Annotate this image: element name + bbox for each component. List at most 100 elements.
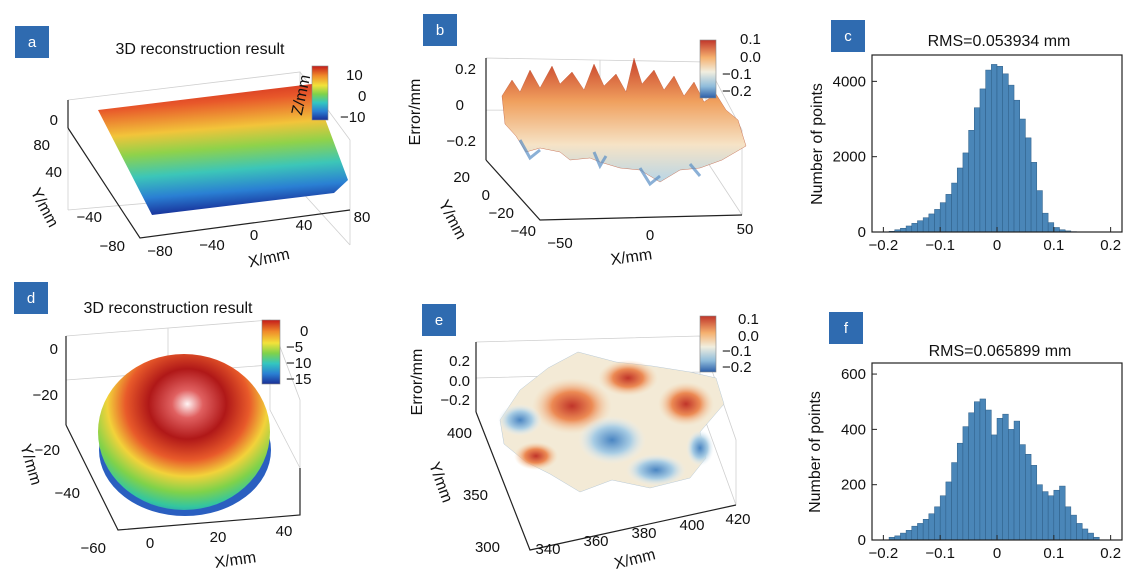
panel-c-histogram-bar [962,152,969,233]
panel-e-letter: e [435,312,443,329]
panel-c-histogram-bar [928,213,935,233]
panel-c-x-tick-label: −0.2 [869,237,899,254]
panel-c-histogram-bar [939,202,947,233]
panel-a: a 3D reconstruction result 0 80 40 −40 −… [15,26,370,271]
panel-e-x-tick: 360 [583,533,608,550]
panel-b-z-tick: 0 [456,97,464,114]
panel-c-histogram-bar [1008,84,1015,233]
panel-f-histogram-bar [934,506,941,541]
panel-d-letter: d [27,290,35,307]
panel-b-x-tick: 0 [646,227,654,244]
panel-c-histogram-bar [979,88,986,233]
panel-e-y-tick: 350 [463,487,488,504]
panel-f-histogram-bar [905,530,913,541]
panel-e-colorbar-tick: 0.1 [738,311,759,328]
panel-a-y-tick: −40 [77,209,102,226]
panel-f-histogram-bar [951,462,958,541]
panel-b-x-tick: −50 [547,235,572,252]
panel-d-colorbar [261,319,281,385]
panel-c-histogram-bar [1053,227,1060,233]
panel-f-histogram-bar [979,398,986,541]
panel-c-letter: c [844,28,852,45]
panel-e-y-tick: 300 [475,539,500,556]
panel-c-histogram-bar [974,107,981,233]
panel-d-z-tick: −20 [33,387,58,404]
panel-a-letter-box [15,26,49,58]
panel-f-histogram-bar [900,532,907,541]
panel-d-colorbar-tick: 0 [300,323,308,340]
panel-c-histogram-bar [1036,190,1043,233]
panel-a-ylabel: Y/mm [27,185,62,230]
panel-d-letter-box [14,282,48,314]
panel-f-ylabel: Number of points [807,391,824,513]
panel-c-ylabel: Number of points [809,83,826,205]
panel-e-z-tick: 0.0 [449,373,470,390]
panel-e-colorbar [699,315,717,373]
panel-e-red-patch [598,360,658,396]
panel-f-histogram-bar [962,426,969,541]
panel-c-x-tick-label: −0.1 [925,237,955,254]
panel-b-z-tick: 0.2 [455,61,476,78]
panel-b-xlabel: X/mm [610,246,654,269]
panel-c-histogram-bar [934,209,941,233]
panel-e-x-tick: 380 [631,525,656,542]
panel-f-histogram-bar [928,513,935,541]
panel-c-title: RMS=0.053934 mm [928,33,1071,50]
panel-f-histogram-bar [911,525,918,541]
panel-b-y-tick: 0 [482,187,490,204]
panel-d-xlabel: X/mm [214,549,258,572]
panel-e-zlabel: Error/mm [409,349,426,416]
panel-f-histogram-bar [1087,532,1094,541]
panel-d-y-tick: −40 [55,485,80,502]
panel-f-histogram-bar [1081,528,1089,541]
panel-a-x-tick: −80 [147,243,172,260]
panel-c-histogram-bar [1002,73,1009,233]
panel-c-histogram-bar [951,182,958,233]
panel-f-histogram-bar [1002,413,1009,541]
panel-f-histogram-bar [1047,495,1055,541]
panel-f-histogram-bar [1025,454,1032,541]
panel-b-z-tick: −0.2 [446,133,476,150]
panel-a-colorbar-tick: 0 [358,88,366,105]
panel-c-histogram-bar [1030,162,1038,233]
panel-c-letter-box [831,20,865,52]
panel-a-title: 3D reconstruction result [116,41,286,58]
panel-b-colorbar-tick: −0.1 [722,66,752,83]
panel-f-histogram-bar [985,409,992,541]
panel-d-colorbar-tick: −15 [286,371,311,388]
panel-a-colorbar-tick: 10 [346,67,363,84]
panel-a-surface [98,84,348,215]
panel-c-histogram-bar [1047,222,1055,233]
panel-f-histogram-bar [945,481,952,541]
panel-e-ylabel: Y/mm [425,460,455,505]
panel-f-histogram-bar [1064,506,1072,541]
panel-f-x-tick-label: 0.1 [1043,545,1064,562]
panel-f-histogram-bar [996,418,1003,541]
panel-e-blue-patch [498,404,542,436]
panel-d-x-tick: 0 [146,535,154,552]
panel-b-y-tick: −20 [489,205,514,222]
panel-e-x-tick: 420 [725,511,750,528]
panel-d-z-tick: 0 [50,341,58,358]
panel-f-histogram-bar [1030,465,1038,541]
panel-f-y-tick-label: 600 [841,366,866,383]
panel-f-y-tick-label: 200 [841,477,866,494]
panel-f-histogram-bar [917,523,924,541]
panel-c-y-tick-label: 2000 [833,149,866,166]
panel-a-z-tick: 0 [50,112,58,129]
panel-f-histogram-bar [968,412,975,541]
panel-c-histogram-bar [922,217,930,233]
panel-e-x-tick: 400 [679,517,704,534]
panel-a-y-tick: −80 [100,238,125,255]
panel-b-zlabel: Error/mm [407,79,424,146]
panel-c-histogram-bar [996,66,1003,233]
panel-e-z-tick: −0.2 [440,392,470,409]
panel-e-blue-patch [686,430,714,466]
panel-c-histogram-bar [911,223,918,233]
panel-f-letter-box [829,312,863,344]
panel-e-xlabel: X/mm [613,546,658,573]
panel-f-x-tick-label: −0.1 [925,545,955,562]
panel-e-blue-patch [626,454,686,486]
panel-e-z-tick: 0.2 [449,353,470,370]
panel-c-histogram-bar [945,194,952,233]
